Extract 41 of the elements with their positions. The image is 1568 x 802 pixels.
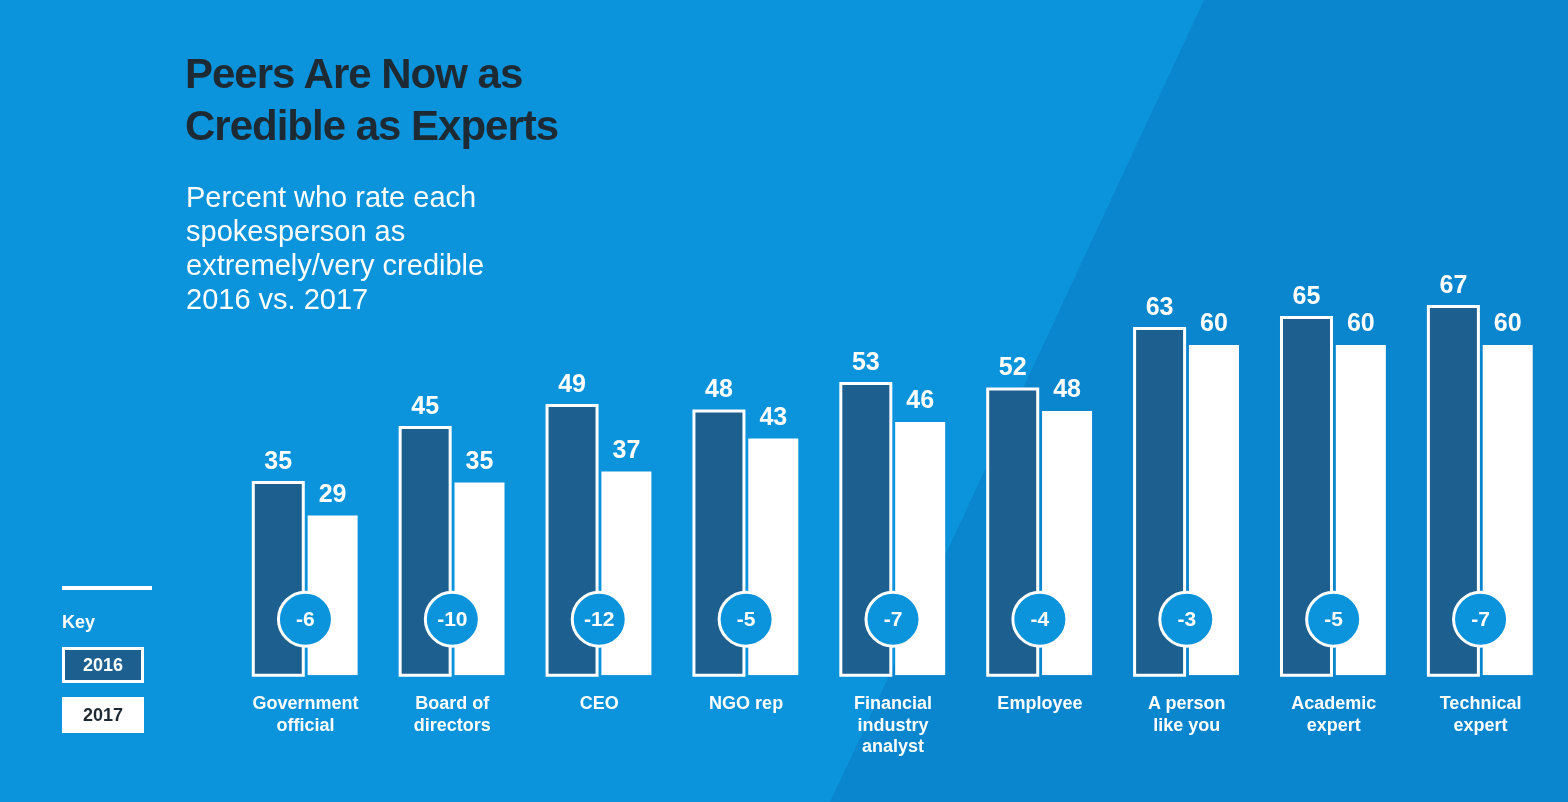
data-label: 65	[1292, 280, 1321, 309]
x-tick-label: Employee	[997, 692, 1083, 713]
data-label: 35	[264, 445, 293, 474]
data-label: 35	[465, 445, 494, 474]
text: 2017	[62, 697, 144, 733]
x-tick-label: CEO	[579, 692, 619, 713]
data-label: 60	[1200, 308, 1228, 337]
data-label: 48	[705, 374, 733, 403]
annotation: -5	[1324, 607, 1344, 630]
x-tick-label: Academic expert	[1291, 692, 1377, 735]
data-label: 48	[1053, 374, 1082, 403]
data-label: 29	[318, 479, 347, 508]
annotation: -6	[296, 607, 315, 630]
x-tick-label: Board of directors	[413, 692, 491, 735]
data-label: 60	[1346, 308, 1375, 337]
data-label: 45	[411, 390, 440, 419]
annotation: -7	[1471, 607, 1490, 630]
x-tick-label: Technical expert	[1439, 692, 1522, 735]
annotation: -10	[437, 607, 468, 630]
data-label: 43	[759, 401, 788, 430]
chart-subtitle: Percent who rate each spokesperson as extremely/very credible 2016 vs. 2017	[186, 180, 486, 316]
data-label: 60	[1493, 308, 1522, 337]
data-label: 37	[612, 434, 641, 463]
text: 2016	[62, 647, 144, 683]
annotation: -4	[1030, 607, 1050, 630]
data-label: 49	[558, 368, 586, 397]
data-label: 53	[851, 346, 880, 375]
data-label: 52	[998, 352, 1027, 381]
annotation: -3	[1177, 607, 1197, 630]
data-label: 46	[906, 385, 935, 414]
legend-title: Key	[62, 612, 97, 633]
x-tick-label: Government official	[252, 692, 359, 735]
annotation: -12	[584, 607, 615, 630]
x-tick-label: Financial industry analyst	[853, 692, 933, 757]
data-label: 63	[1145, 291, 1174, 320]
annotation: -5	[736, 607, 756, 630]
x-tick-label: NGO rep	[709, 692, 784, 713]
chart-title: Peers Are Now as Credible as Experts	[185, 49, 560, 151]
annotation: -7	[883, 607, 903, 630]
x-tick-label: A person like you	[1148, 692, 1226, 735]
data-label: 67	[1439, 269, 1468, 298]
